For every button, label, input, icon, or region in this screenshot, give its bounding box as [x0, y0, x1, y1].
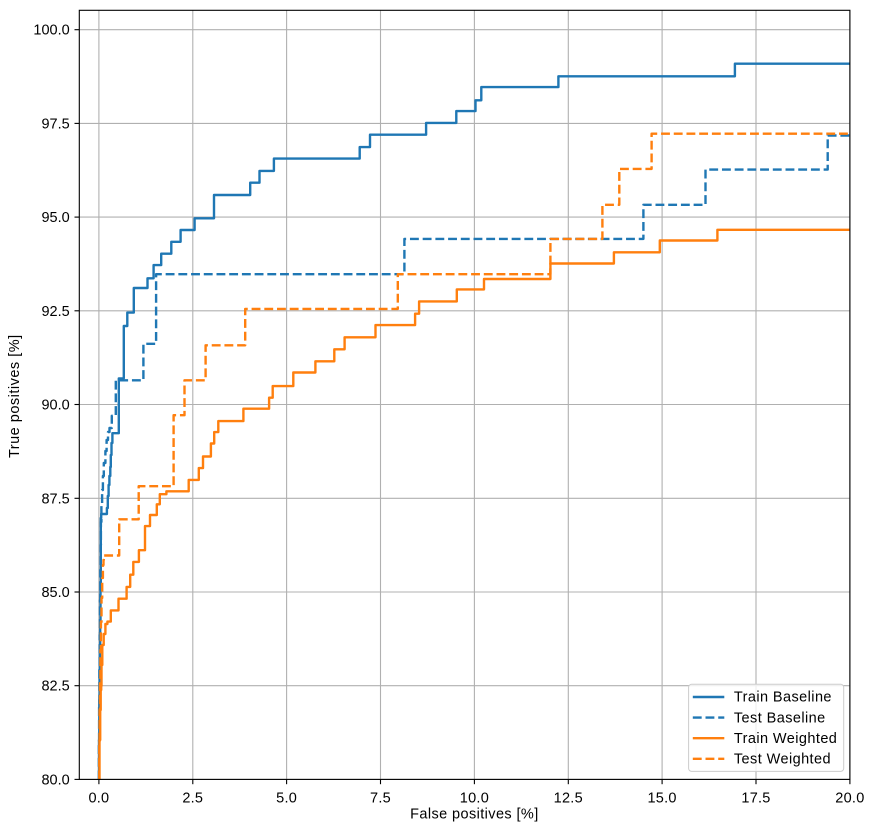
svg-text:90.0: 90.0: [41, 398, 69, 414]
svg-text:82.5: 82.5: [41, 679, 69, 695]
svg-text:2.5: 2.5: [182, 790, 203, 806]
svg-text:100.0: 100.0: [33, 23, 69, 39]
svg-text:95.0: 95.0: [41, 210, 69, 226]
svg-text:12.5: 12.5: [554, 790, 583, 806]
svg-text:5.0: 5.0: [276, 790, 297, 806]
svg-text:97.5: 97.5: [41, 116, 69, 132]
svg-text:92.5: 92.5: [41, 304, 69, 320]
svg-text:7.5: 7.5: [370, 790, 391, 806]
svg-text:False positives [%]: False positives [%]: [410, 806, 538, 822]
svg-text:Train Baseline: Train Baseline: [734, 690, 832, 706]
svg-text:85.0: 85.0: [41, 585, 69, 601]
svg-text:17.5: 17.5: [741, 790, 770, 806]
svg-text:80.0: 80.0: [41, 772, 69, 788]
svg-text:87.5: 87.5: [41, 491, 69, 507]
svg-text:20.0: 20.0: [835, 790, 864, 806]
svg-text:15.0: 15.0: [647, 790, 676, 806]
svg-text:Test Baseline: Test Baseline: [734, 710, 826, 726]
svg-text:Train Weighted: Train Weighted: [734, 731, 837, 747]
svg-text:Test Weighted: Test Weighted: [734, 752, 831, 768]
svg-text:10.0: 10.0: [460, 790, 489, 806]
svg-text:0.0: 0.0: [88, 790, 109, 806]
svg-text:True positives [%]: True positives [%]: [7, 334, 23, 458]
